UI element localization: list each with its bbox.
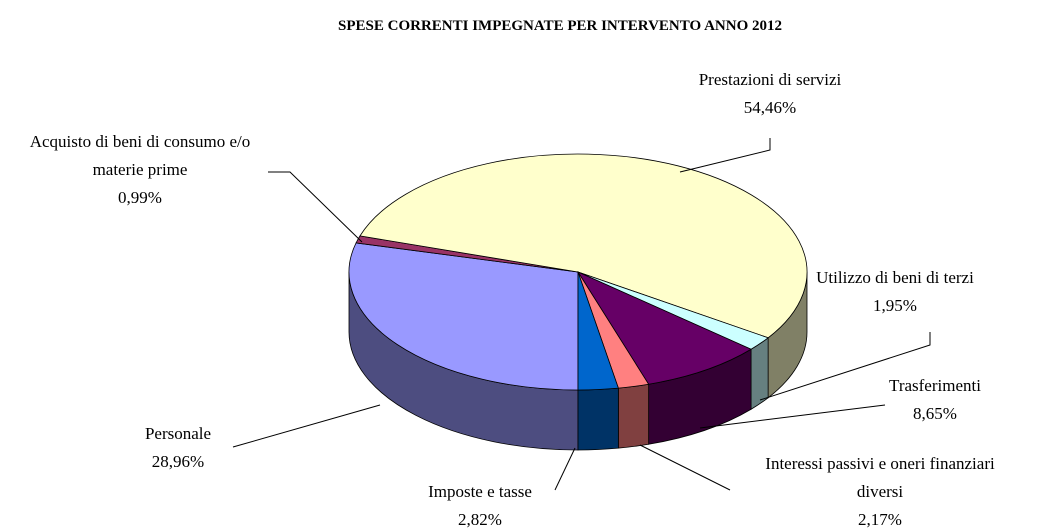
category-label: Acquisto di beni di consumo e/o materie … xyxy=(29,132,251,179)
chart-title: SPESE CORRENTI IMPEGNATE PER INTERVENTO … xyxy=(338,18,782,34)
leader-line xyxy=(699,404,886,429)
category-label: Imposte e tasse xyxy=(428,482,532,501)
value-label: 2,17% xyxy=(858,510,902,529)
data-label: Imposte e tasse 2,82% xyxy=(380,478,580,530)
leader-line xyxy=(232,404,381,448)
pie-slice xyxy=(577,271,619,391)
data-label: Interessi passivi e oneri finanziari div… xyxy=(760,450,1000,530)
value-label: 2,82% xyxy=(458,510,502,529)
category-label: Prestazioni di servizi xyxy=(698,70,842,89)
data-label: Personale 28,96% xyxy=(78,420,278,476)
pie-side xyxy=(617,383,650,449)
leader-line xyxy=(639,444,731,491)
value-label: 1,95% xyxy=(873,296,917,315)
value-label: 0,99% xyxy=(118,188,162,207)
category-label: Trasferimenti xyxy=(889,376,981,395)
category-label: Utilizzo di beni di terzi xyxy=(816,268,974,287)
pie-side xyxy=(577,387,619,451)
data-label: Prestazioni di servizi 54,46% xyxy=(640,66,900,122)
data-label: Trasferimenti 8,65% xyxy=(835,372,1035,428)
leader-line xyxy=(759,332,931,401)
pie-slice xyxy=(576,271,752,385)
value-label: 28,96% xyxy=(151,452,205,471)
data-label: Acquisto di beni di consumo e/o materie … xyxy=(10,128,270,212)
leader-line xyxy=(679,138,771,173)
category-label: Personale xyxy=(144,424,212,443)
pie-slice xyxy=(359,153,808,339)
category-label: Interessi passivi e oneri finanziari div… xyxy=(765,454,995,501)
pie-slice xyxy=(348,242,579,391)
leader-line xyxy=(268,171,363,243)
value-label: 8,65% xyxy=(913,404,957,423)
data-label: Utilizzo di beni di terzi 1,95% xyxy=(765,264,1025,320)
value-label: 54,46% xyxy=(743,98,797,117)
leader-line xyxy=(554,447,576,491)
